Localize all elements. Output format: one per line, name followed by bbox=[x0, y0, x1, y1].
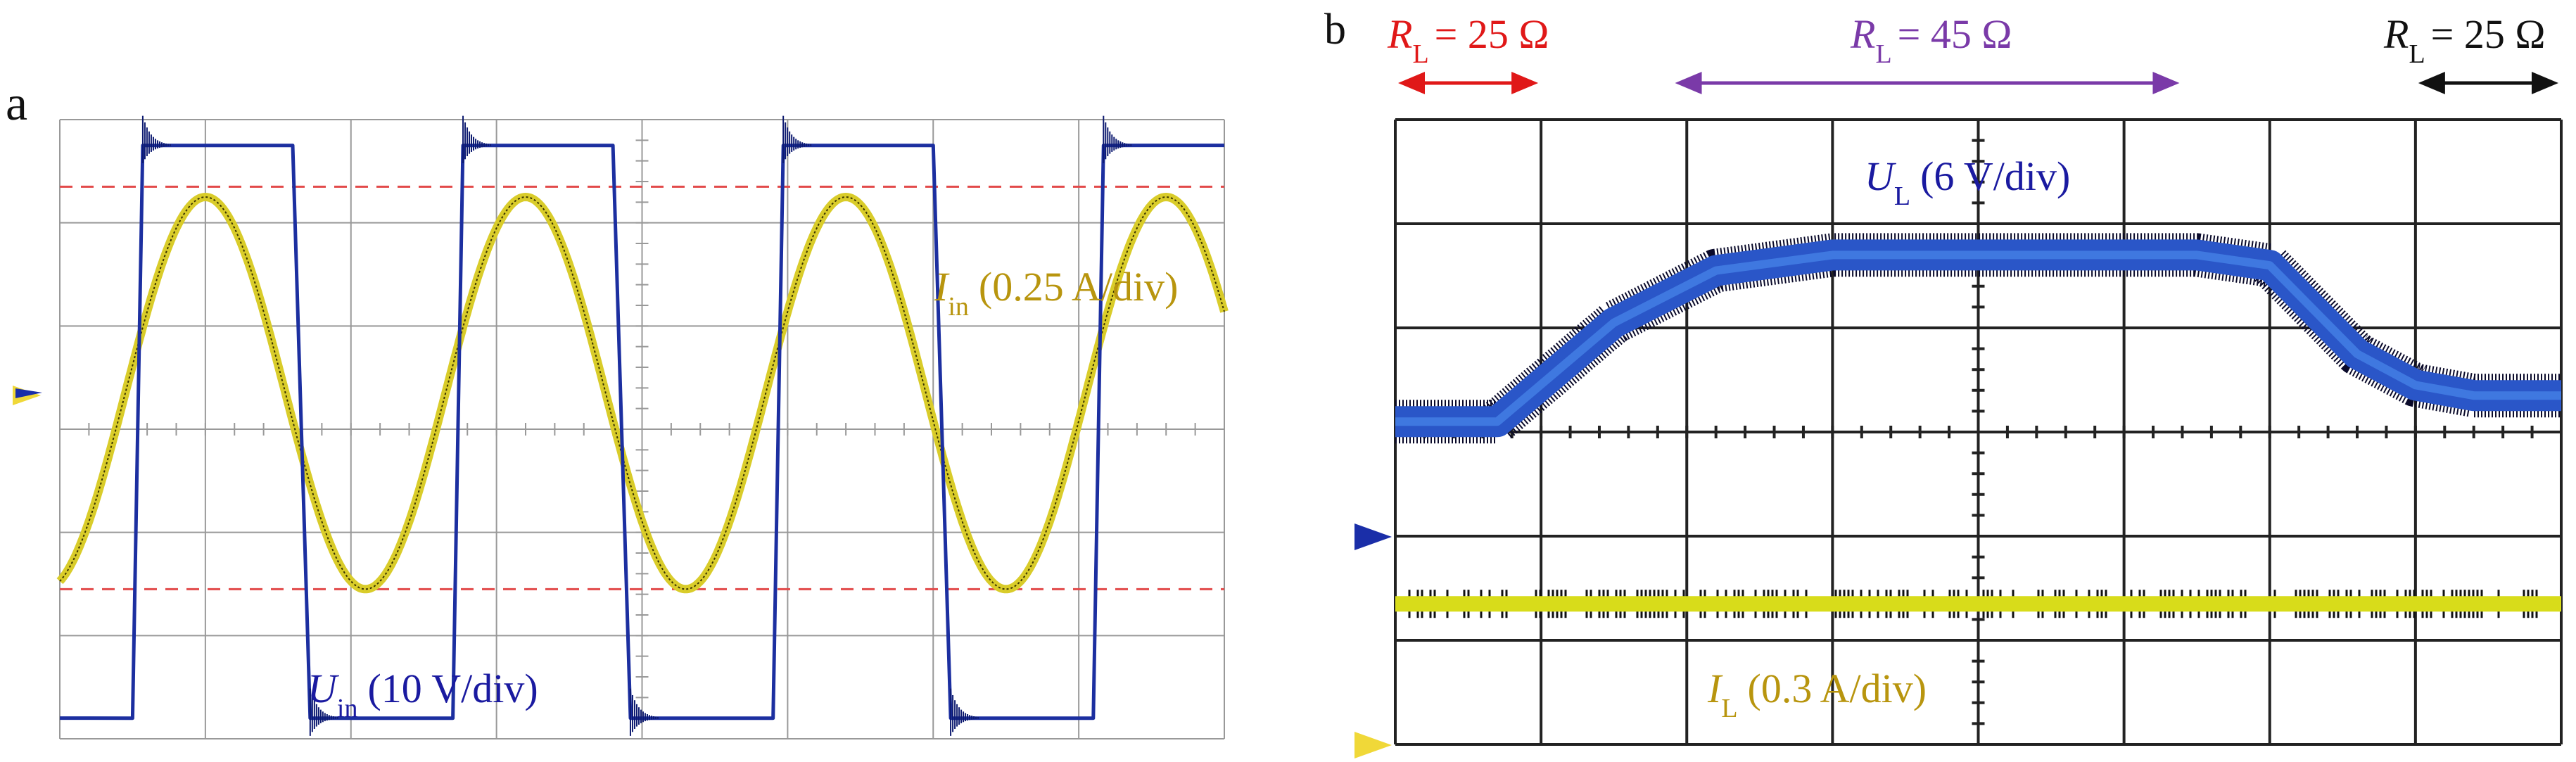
panel-b-center-ticks bbox=[1394, 118, 2563, 746]
panel-b-voltage-scale: (6 V/div) bbox=[1920, 153, 2070, 199]
panel-a-voltage-symbol: U bbox=[307, 666, 340, 711]
panel-b-current-subscript: L bbox=[1721, 694, 1737, 723]
arrow-right-icon bbox=[2532, 72, 2558, 94]
load-annotation-middle-subscript: L bbox=[1875, 39, 1891, 69]
panel-b-current-scale: (0.3 A/div) bbox=[1748, 666, 1927, 711]
panel-b: b RL = 25 Ω RL = 45 Ω bbox=[1324, 6, 2563, 758]
panel-b-voltage-label: UL (6 V/div) bbox=[1865, 153, 2070, 211]
load-annotation-last-subscript: L bbox=[2409, 39, 2425, 69]
panel-a-voltage-subscript: in bbox=[337, 694, 358, 723]
arrow-right-icon bbox=[2152, 72, 2180, 94]
panel-b-load-annotations: RL = 25 Ω RL = 45 Ω RL = 25 Ω bbox=[1387, 11, 2558, 94]
panel-b-voltage-waveform-core bbox=[1395, 250, 2561, 426]
arrow-right-icon bbox=[1354, 732, 1392, 758]
arrow-left-icon bbox=[2418, 72, 2445, 94]
panel-b-voltage-subscript: L bbox=[1894, 182, 1910, 211]
panel-a-current-scale: (0.25 A/div) bbox=[979, 264, 1179, 310]
panel-a-letter: a bbox=[6, 77, 27, 131]
panel-a-voltage-scale: (10 V/div) bbox=[367, 666, 538, 711]
panel-a-switching-ringing bbox=[141, 115, 1132, 736]
load-annotation-last: RL = 25 Ω bbox=[2383, 11, 2558, 94]
panel-a-voltage-waveform bbox=[59, 144, 1225, 720]
panel-a-current-subscript: in bbox=[948, 292, 969, 322]
arrow-right-icon bbox=[1354, 523, 1392, 550]
panel-a-current-symbol: I bbox=[934, 264, 950, 310]
load-annotation-first-label: RL = 25 Ω bbox=[1387, 11, 1549, 69]
arrow-left-icon bbox=[1675, 72, 1702, 94]
arrow-right-icon bbox=[15, 388, 42, 398]
panel-b-voltage-ground-marker bbox=[1354, 523, 1392, 550]
panel-b-letter: b bbox=[1324, 6, 1346, 53]
load-annotation-middle: RL = 45 Ω bbox=[1675, 11, 2180, 94]
load-annotation-middle-value: = 45 Ω bbox=[1898, 11, 2012, 57]
panel-a: a Iin (0.25 A/div) Uin (10 V/div) bbox=[6, 77, 1229, 739]
load-annotation-middle-label: RL = 45 Ω bbox=[1850, 11, 2012, 69]
panel-a-voltage-label: Uin (10 V/div) bbox=[307, 666, 538, 723]
arrow-right-icon bbox=[1511, 72, 1539, 94]
panel-b-current-symbol: I bbox=[1707, 666, 1723, 711]
panel-b-current-label: IL (0.3 A/div) bbox=[1707, 666, 1927, 723]
load-annotation-last-label: RL = 25 Ω bbox=[2383, 11, 2545, 69]
load-annotation-middle-symbol: R bbox=[1850, 11, 1875, 57]
panel-a-current-label: Iin (0.25 A/div) bbox=[934, 264, 1178, 322]
load-annotation-last-value: = 25 Ω bbox=[2431, 11, 2546, 57]
panel-b-voltage-symbol: U bbox=[1865, 153, 1897, 199]
panel-a-current-waveform-edge bbox=[59, 196, 1225, 590]
load-annotation-last-symbol: R bbox=[2383, 11, 2409, 57]
load-annotation-first: RL = 25 Ω bbox=[1387, 11, 1549, 94]
panel-a-ground-marker bbox=[13, 386, 42, 405]
arrow-left-icon bbox=[1398, 72, 1425, 94]
load-annotation-first-symbol: R bbox=[1387, 11, 1412, 57]
load-annotation-first-value: = 25 Ω bbox=[1435, 11, 1549, 57]
panel-b-current-ground-marker bbox=[1354, 732, 1392, 758]
load-annotation-first-subscript: L bbox=[1412, 39, 1428, 69]
